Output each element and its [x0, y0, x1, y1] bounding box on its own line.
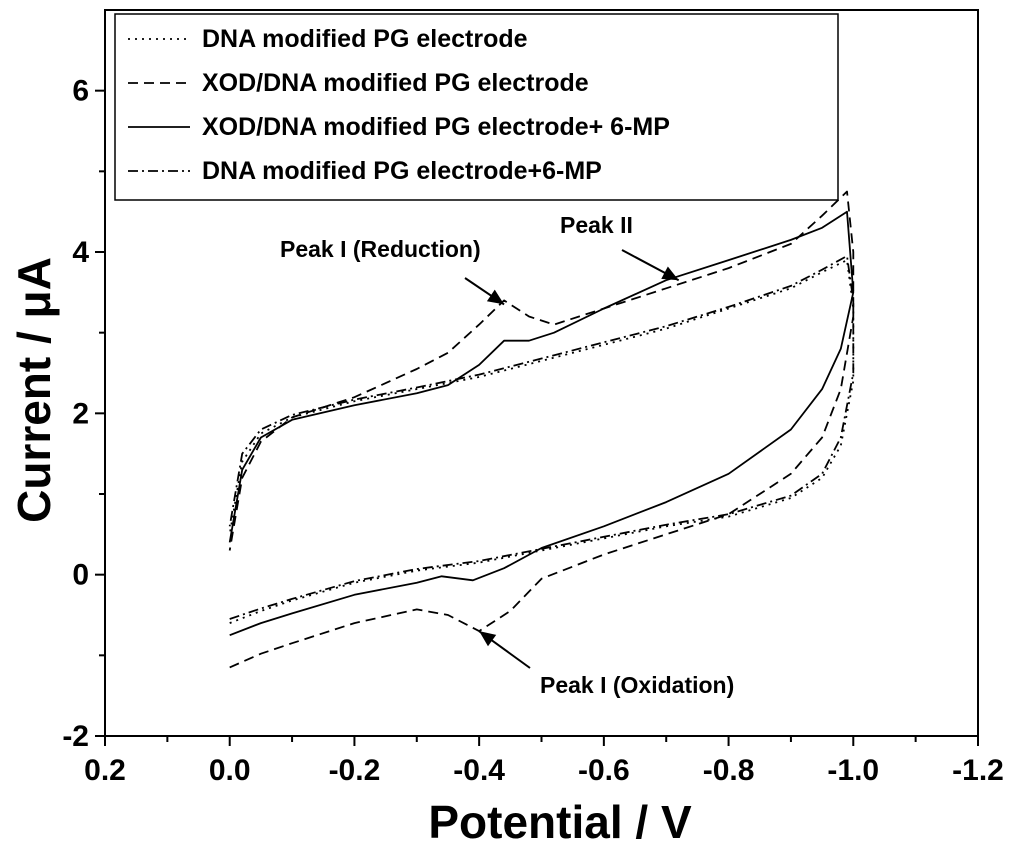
annotation-arrowhead-2 — [661, 266, 679, 281]
annotation-arrowhead-3 — [479, 631, 497, 647]
y-tick-label: 2 — [72, 397, 89, 430]
annotation-label-3: Peak I (Oxidation) — [540, 672, 734, 698]
x-tick-label: 0.0 — [209, 754, 251, 787]
x-tick-label: -0.6 — [578, 754, 630, 787]
legend-box — [114, 13, 839, 201]
annotation-label-2: Peak II — [560, 212, 633, 238]
x-tick-label: -1.2 — [952, 754, 1004, 787]
legend-label-2: XOD/DNA modified PG electrode — [202, 69, 589, 97]
x-tick-label: -0.4 — [453, 754, 505, 787]
series-line-1 — [228, 259, 855, 624]
annotation-layer: Peak I (Reduction) Peak II Peak I (Oxidati… — [280, 212, 734, 698]
x-axis-title: Potential / V — [428, 796, 692, 848]
x-tick-label: -0.2 — [329, 754, 381, 787]
x-tick-label: -1.0 — [827, 754, 879, 787]
series-layer — [228, 190, 855, 669]
annotation-arrowhead-1 — [486, 289, 505, 305]
x-tick-label: -0.8 — [703, 754, 755, 787]
series-line-4 — [228, 255, 855, 620]
series-line-2 — [228, 190, 855, 669]
legend-label-1: DNA modified PG electrode — [202, 25, 528, 53]
legend-label-4: DNA modified PG electrode+6-MP — [202, 157, 602, 185]
legend-label-3: XOD/DNA modified PG electrode+ 6-MP — [202, 113, 670, 141]
legend: DNA modified PG electrode XOD/DNA modifie… — [114, 13, 839, 201]
axis-ticks — [95, 89, 979, 746]
x-tick-label: 0.2 — [84, 754, 126, 787]
y-tick-label: -2 — [62, 720, 89, 753]
y-tick-label: 4 — [72, 236, 89, 269]
y-tick-label: 6 — [72, 75, 89, 108]
y-axis-title: Current / μA — [8, 257, 60, 523]
series-line-3 — [228, 210, 855, 637]
y-tick-label: 0 — [72, 559, 89, 592]
tick-labels: 0.2 0.0 -0.2 -0.4 -0.6 -0.8 -1.0 -1.2 -2 0 2 4 6 — [62, 75, 1004, 787]
annotation-label-1: Peak I (Reduction) — [280, 236, 481, 262]
